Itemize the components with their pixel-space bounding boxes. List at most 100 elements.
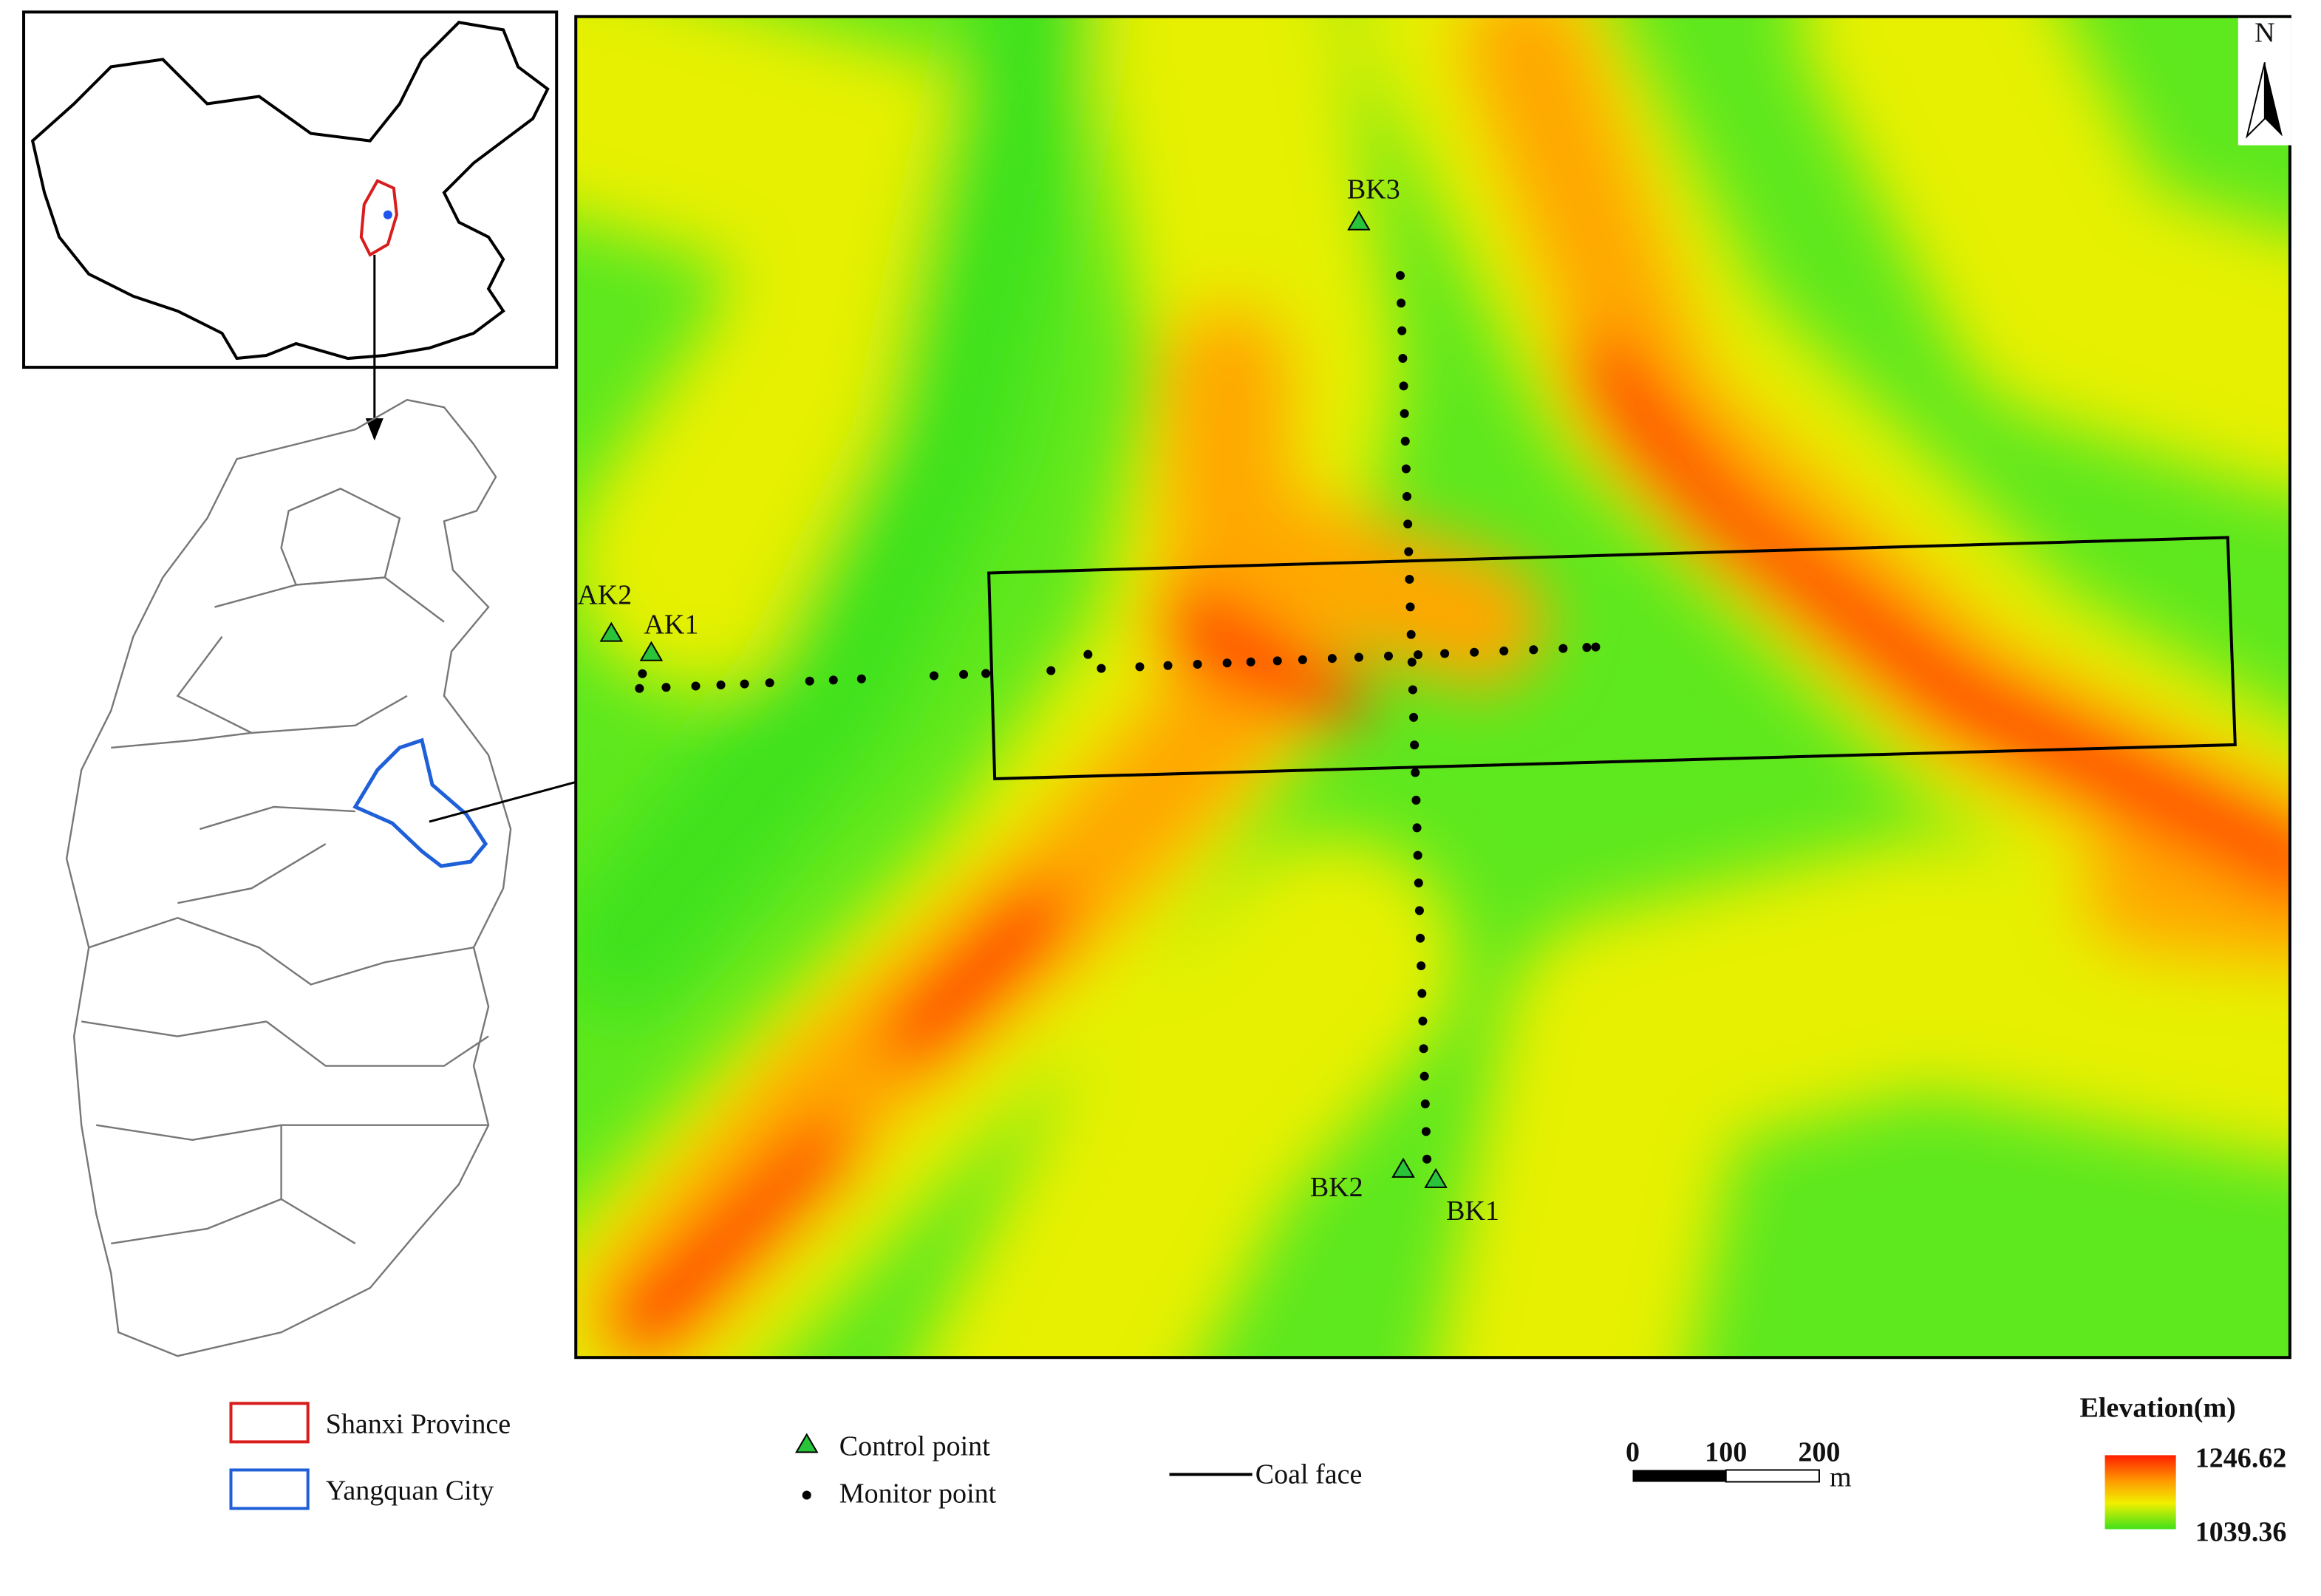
monitor-point xyxy=(1400,437,1410,446)
monitor-point xyxy=(1327,654,1337,664)
monitor-point xyxy=(691,681,701,691)
monitor-point xyxy=(1403,519,1413,529)
coal-face xyxy=(987,536,2237,781)
monitor-point xyxy=(1163,661,1173,670)
control-point-label: AK1 xyxy=(644,610,698,641)
monitor-point xyxy=(638,669,647,678)
china-outline xyxy=(30,21,550,361)
inset-frame xyxy=(22,10,559,369)
monitor-point xyxy=(1420,1099,1430,1109)
scale-bar xyxy=(1632,1470,1726,1482)
monitor-point xyxy=(1405,602,1415,612)
elevation-ramp xyxy=(2104,1455,2176,1530)
monitor-point xyxy=(1405,574,1414,584)
monitor-point xyxy=(1398,353,1408,363)
monitor-point xyxy=(1135,662,1145,672)
elevation-max: 1246.62 xyxy=(2195,1442,2287,1473)
monitor-point xyxy=(716,680,726,689)
monitor-point xyxy=(1421,1127,1431,1136)
monitor-point xyxy=(1083,649,1093,659)
monitor-point xyxy=(1097,664,1106,673)
map-frame xyxy=(574,15,2291,1360)
control-point xyxy=(1347,210,1371,231)
monitor-point xyxy=(1417,961,1426,971)
scale-bar xyxy=(1725,1469,1820,1483)
legend-swatch xyxy=(229,1468,310,1510)
monitor-point xyxy=(1354,652,1363,662)
legend-symbol xyxy=(794,1433,819,1453)
monitor-point xyxy=(1397,299,1406,308)
north-arrow xyxy=(2246,62,2266,139)
legend-label: Shanxi Province xyxy=(326,1408,511,1439)
monitor-point xyxy=(1400,409,1409,418)
monitor-point xyxy=(959,669,969,679)
monitor-point xyxy=(1411,768,1420,777)
control-point-label: BK2 xyxy=(1310,1172,1363,1203)
monitor-point xyxy=(1046,666,1056,675)
legend-label: Monitor point xyxy=(839,1479,997,1510)
monitor-point xyxy=(1246,657,1255,666)
monitor-point xyxy=(1440,649,1450,658)
monitor-point xyxy=(1404,547,1414,556)
north-label: N xyxy=(2254,17,2274,48)
control-point-label: AK2 xyxy=(577,580,632,611)
monitor-point xyxy=(1410,740,1419,750)
control-point xyxy=(1391,1157,1415,1178)
monitor-point xyxy=(1401,464,1411,474)
monitor-point xyxy=(1414,650,1423,660)
control-point-label: BK3 xyxy=(1347,174,1400,205)
monitor-point xyxy=(1272,656,1282,666)
yangquan-inset xyxy=(383,210,392,219)
monitor-point xyxy=(805,676,814,686)
monitor-points xyxy=(635,270,1601,1164)
monitor-point xyxy=(765,678,774,688)
control-point xyxy=(1424,1167,1448,1188)
monitor-point xyxy=(1416,933,1425,943)
monitor-point xyxy=(1399,381,1408,391)
monitor-point xyxy=(1414,879,1423,888)
monitor-point xyxy=(1407,658,1417,667)
control-point xyxy=(599,621,624,642)
yangquan-outline xyxy=(352,737,488,868)
monitor-point xyxy=(1193,660,1202,669)
monitor-point xyxy=(1403,491,1412,501)
control-point-label: BK1 xyxy=(1446,1196,1499,1227)
elevation-raster xyxy=(576,16,2290,1358)
monitor-point xyxy=(740,679,749,689)
control-points: AK2 AK1 BK3 BK2 BK1 xyxy=(577,174,1499,1227)
scale-label: 0 xyxy=(1626,1436,1640,1467)
monitor-point xyxy=(856,674,866,683)
monitor-point xyxy=(1406,630,1416,639)
legend-swatch xyxy=(229,1402,310,1444)
monitor-point xyxy=(1222,658,1232,668)
legend-label: Yangquan City xyxy=(326,1476,494,1507)
scale-unit: m xyxy=(1830,1462,1852,1493)
monitor-point xyxy=(1417,989,1427,998)
monitor-point xyxy=(1411,795,1421,805)
monitor-point xyxy=(1418,1016,1428,1026)
monitor-point xyxy=(828,675,838,685)
monitor-point xyxy=(981,669,991,678)
monitor-point xyxy=(1591,642,1601,652)
monitor-point xyxy=(930,671,939,681)
scale-label: 200 xyxy=(1798,1436,1840,1467)
monitor-point xyxy=(1413,850,1422,860)
control-point xyxy=(639,641,664,661)
monitor-point xyxy=(1409,712,1419,722)
elevation-min: 1039.36 xyxy=(2195,1517,2287,1548)
monitor-point xyxy=(635,683,644,693)
shanxi-inset xyxy=(359,179,398,257)
scale-label: 100 xyxy=(1705,1436,1747,1467)
legend-label: Control point xyxy=(839,1430,990,1462)
elevation-title: Elevation(m) xyxy=(2079,1392,2235,1423)
monitor-point xyxy=(1397,326,1407,335)
monitor-point xyxy=(1470,647,1479,657)
legend-symbol xyxy=(802,1490,811,1500)
monitor-point xyxy=(661,683,671,692)
monitor-point xyxy=(1408,685,1417,695)
monitor-point xyxy=(1383,651,1394,661)
legend-label: Coal face xyxy=(1255,1459,1363,1490)
monitor-point xyxy=(1529,645,1538,655)
monitor-point xyxy=(1419,1071,1429,1081)
